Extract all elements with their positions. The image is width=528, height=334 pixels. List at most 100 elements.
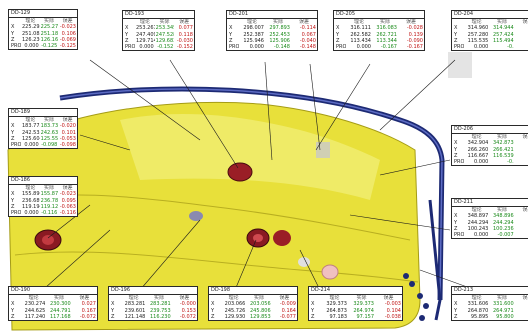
callout-title: DD-211: [452, 199, 528, 207]
column-header: 误差: [62, 185, 73, 191]
cell-axis: Y: [111, 307, 115, 314]
cell-axis: Y: [311, 307, 315, 314]
cell-axis: PROFP: [229, 44, 239, 51]
measurement-callout-cap-205[interactable]: DD-205 理论 实际 误差 X 316.111 316.083 -0.028 Y 262.58…: [333, 10, 425, 52]
cell-axis: Z: [454, 37, 458, 44]
measurement-row: Z 126.236126.167-0.069: [9, 37, 77, 43]
measurement-row: X 183.775183.735-0.020: [9, 123, 77, 129]
measurement-callout-cap-196[interactable]: DD-196 理论 实际 误差 X 283.281 283.281 -0.000 Y 239.60…: [108, 286, 198, 322]
cell-nominal: 331.606: [467, 301, 489, 308]
cell-actual: 252.453: [269, 31, 290, 38]
cell-actual: 245.806: [249, 307, 271, 314]
cell-nominal: 121.148: [124, 313, 146, 320]
cell-axis: Z: [336, 37, 340, 44]
column-header: 理论: [471, 207, 482, 213]
column-header: 误差: [522, 207, 528, 213]
cell-nominal: 0.000: [356, 44, 371, 51]
cell-actual: 126.167: [40, 36, 59, 43]
cell-axis: X: [211, 301, 215, 308]
callout-title: DD-193: [123, 11, 194, 19]
callout-title: DD-204: [452, 11, 528, 19]
cell-nominal: 236.689: [22, 197, 40, 204]
column-header: 误差: [383, 295, 394, 301]
measurement-row: X 331.606 331.600: [452, 301, 528, 307]
cell-deviation: -0.009: [279, 301, 296, 308]
cell-nominal: 0.000: [474, 232, 489, 239]
callout-table: 理论 实际 误差 X 230.274 230.300 0.027 Y 244.625 244.79…: [9, 295, 97, 320]
cell-actual: 253.345: [155, 25, 175, 32]
cell-nominal: 298.007: [243, 25, 264, 32]
measurement-callout-cap-193[interactable]: DD-193 理论 实际 误差 X 253.267 253.345 0.077 Y 247.409…: [122, 10, 195, 52]
measurement-row: X 316.111 316.083 -0.028: [334, 25, 424, 31]
measurement-row: Y 264.873 264.974 0.104: [309, 308, 402, 314]
measurement-callout-cap-198[interactable]: DD-198 理论 实际 误差 X 203.066 203.056 -0.009 Y 245.72…: [208, 286, 298, 322]
callout-title: DD-190: [9, 287, 97, 295]
cell-deviation: -0.072: [79, 313, 96, 320]
measurement-row: Y 251.083251.1890.106: [9, 31, 77, 37]
cell-actual: -0.: [507, 44, 514, 51]
measurement-row: Z 117.240 117.168 -0.072: [9, 314, 97, 320]
cell-axis: Z: [229, 37, 233, 44]
column-header: 理论: [471, 134, 482, 140]
cell-nominal: 225.293: [22, 24, 40, 31]
cell-nominal: 119.194: [22, 203, 40, 210]
column-header: 理论: [28, 295, 39, 301]
column-header: 误差: [179, 19, 190, 25]
measurement-callout-cap-214[interactable]: DD-214 理论 实际 误差 X 329.373 329.373 -0.003 Y 264.87…: [308, 286, 403, 322]
column-header: 实际: [43, 18, 54, 24]
cell-nominal: 125.946: [243, 37, 264, 44]
measurement-row: X 283.281 283.281 -0.000: [109, 301, 197, 307]
cell-nominal: 183.775: [22, 123, 40, 130]
cell-nominal: 253.267: [136, 25, 155, 32]
cell-nominal: 247.409: [136, 31, 155, 38]
column-header: 理论: [139, 19, 150, 25]
measurement-row: PROFP 0.000 -0.167 -0.167: [334, 44, 424, 50]
cell-actual: 97.157: [356, 313, 375, 320]
cell-nominal: 239.601: [124, 307, 146, 314]
cell-deviation: 0.167: [81, 307, 96, 314]
cell-deviation: 0.067: [301, 31, 316, 38]
column-header: 理论: [246, 19, 257, 25]
callout-title: DD-213: [452, 287, 528, 295]
cell-deviation: -0.090: [406, 37, 423, 44]
cell-actual: 115.494: [492, 37, 514, 44]
cell-deviation: 0.106: [61, 30, 76, 37]
column-header: 实际: [496, 134, 507, 140]
cell-nominal: 0.000: [474, 159, 489, 166]
measurement-row: Z 116.667 116.539: [452, 153, 528, 159]
cell-nominal: 264.870: [467, 307, 489, 314]
cell-axis: PROFP: [454, 44, 464, 51]
column-header: 理论: [25, 117, 36, 123]
cell-deviation: 0.104: [386, 307, 401, 314]
cell-deviation: -0.038: [384, 313, 401, 320]
cell-nominal: 155.896: [22, 191, 40, 198]
column-header: 理论: [471, 19, 482, 25]
cell-deviation: -0.069: [59, 36, 76, 43]
measurement-row: Y 247.409 247.528 0.118: [123, 32, 194, 38]
cell-axis: Y: [454, 307, 458, 314]
cell-axis: Y: [11, 307, 15, 314]
measurement-row: Z 115.535 115.494: [452, 38, 528, 44]
measurement-callout-cap-190[interactable]: DD-190 理论 实际 误差 X 230.274 230.300 0.027 Y 244.625…: [8, 286, 98, 322]
measurement-row: PROFP0.000-0.152-0.152: [123, 44, 194, 50]
measurement-row: Y 244.625 244.791 0.167: [9, 308, 97, 314]
measurement-row: Z 125.604125.551-0.053: [9, 136, 77, 142]
cell-actual: 183.735: [40, 123, 59, 130]
measurement-callout-cap-201[interactable]: DD-201 理论 实际 误差 X 298.007 297.893 -0.114 Y 252.38…: [226, 10, 318, 52]
column-header: 误差: [279, 295, 290, 301]
cell-actual: 331.600: [492, 301, 514, 308]
cell-axis: PROFP: [336, 44, 346, 51]
cell-deviation: -0.023: [59, 191, 76, 198]
cell-axis: PROFP: [125, 44, 135, 51]
column-header: 实际: [53, 295, 64, 301]
